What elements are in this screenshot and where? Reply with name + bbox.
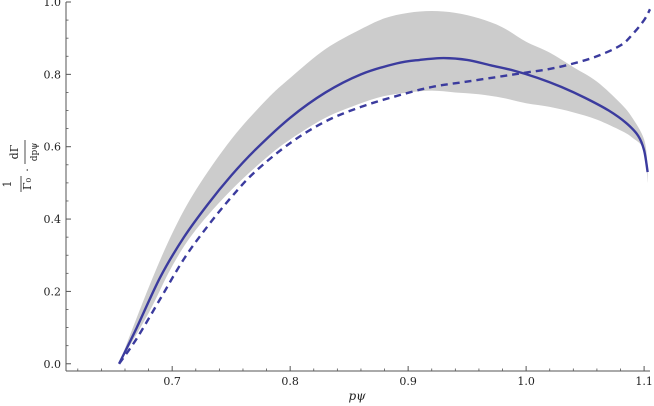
series-layer — [118, 8, 652, 365]
y-tick-label: 0.4 — [44, 213, 62, 226]
y-label-deriv-denominator: dpψ — [30, 143, 40, 162]
uncertainty-band — [119, 11, 648, 364]
y-tick-label: 0.8 — [44, 68, 62, 81]
x-tick-label: 1.0 — [517, 375, 535, 388]
y-tick-label: 0.0 — [44, 358, 62, 371]
y-label-deriv-numerator: dΓ — [8, 144, 21, 159]
uncertainty-band-layer — [119, 11, 648, 364]
x-tick-label: 1.1 — [635, 375, 653, 388]
series-line-solid — [118, 56, 649, 365]
series-line-dashed — [118, 8, 652, 365]
y-tick-label: 1.0 — [44, 0, 62, 9]
y-label-operator: · — [21, 168, 34, 172]
x-tick-label: 0.8 — [281, 375, 299, 388]
y-label-denominator: Γ₀ — [21, 177, 34, 190]
y-tick-label: 0.2 — [44, 285, 62, 298]
y-ticks: 0.0 0.2 0.4 0.6 0.8 1.0 — [44, 0, 71, 371]
x-axis-label: pψ — [348, 389, 366, 403]
y-tick-label: 0.6 — [44, 141, 62, 154]
x-tick-label: 0.7 — [163, 375, 181, 388]
y-label-numerator: 1 — [1, 181, 14, 188]
x-ticks: 0.7 0.8 0.9 1.0 1.1 — [77, 366, 653, 388]
y-axis-label: 1 Γ₀ · dΓ dpψ — [1, 140, 40, 192]
x-tick-label: 0.9 — [399, 375, 417, 388]
